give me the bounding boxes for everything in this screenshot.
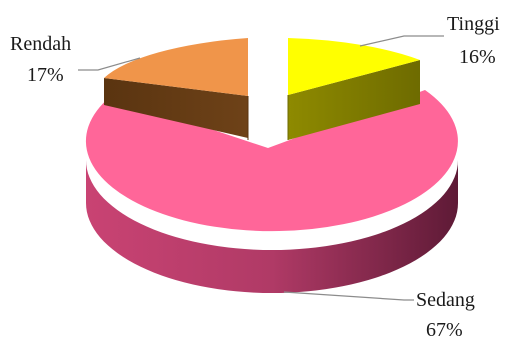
leader-line-rendah bbox=[78, 57, 141, 71]
slice-sedang bbox=[85, 90, 458, 293]
label-rendah-name: Rendah bbox=[10, 33, 71, 55]
slice-tinggi bbox=[287, 38, 420, 140]
slice-tinggi-top bbox=[288, 38, 420, 95]
label-tinggi-value: 16% bbox=[459, 46, 496, 68]
slice-sedang-side bbox=[86, 160, 458, 293]
label-sedang-value: 67% bbox=[426, 319, 463, 338]
slice-rendah bbox=[104, 38, 249, 140]
slice-rendah-top bbox=[104, 38, 248, 96]
label-sedang: Sedang 67% bbox=[416, 289, 475, 338]
label-sedang-name: Sedang bbox=[416, 289, 475, 311]
leader-line-tinggi bbox=[359, 35, 444, 47]
slice-tinggi-side bbox=[288, 60, 420, 140]
slice-rendah-side-left bbox=[104, 78, 248, 138]
slice-sedang-top bbox=[85, 90, 458, 232]
leader-line-sedang bbox=[283, 291, 414, 301]
label-tinggi-name: Tinggi bbox=[447, 13, 500, 35]
label-tinggi: Tinggi 16% bbox=[447, 13, 500, 68]
label-rendah: Rendah 17% bbox=[10, 33, 71, 86]
label-rendah-value: 17% bbox=[27, 64, 64, 86]
